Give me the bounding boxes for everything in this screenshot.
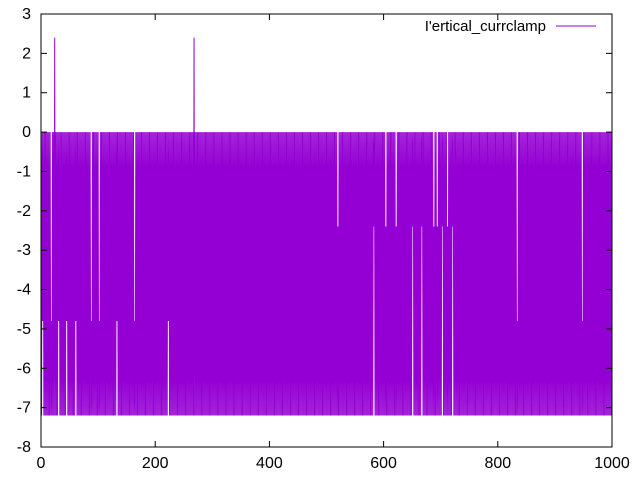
x-tick-label: 0 [37, 455, 46, 472]
series-line [40, 37, 613, 416]
y-tick-label: -2 [17, 203, 31, 220]
legend: I'ertical_currclamp [425, 18, 596, 35]
y-tick-label: 0 [22, 124, 31, 141]
y-tick-label: 1 [22, 85, 31, 102]
y-tick-label: -1 [17, 163, 31, 180]
x-tick-label: 1000 [594, 455, 630, 472]
y-tick-label: -8 [17, 439, 31, 456]
x-tick-label: 600 [370, 455, 397, 472]
x-tick-label: 800 [484, 455, 511, 472]
y-tick-label: -6 [17, 360, 31, 377]
x-tick-label: 400 [256, 455, 283, 472]
y-tick-label: -5 [17, 321, 31, 338]
x-tick-label: 200 [142, 455, 169, 472]
y-axis: 3 2 1 0 -1 -2 -3 -4 -5 -6 -7 -8 [17, 6, 612, 456]
signal-series [40, 37, 613, 416]
legend-label: I'ertical_currclamp [425, 18, 546, 35]
y-tick-label: -7 [17, 400, 31, 417]
x-axis: 0 200 400 600 800 1000 [37, 14, 630, 472]
plot-frame [40, 13, 613, 448]
y-tick-label: 3 [22, 6, 31, 23]
y-tick-label: -4 [17, 282, 31, 299]
y-tick-label: 2 [22, 45, 31, 62]
y-tick-label: -3 [17, 242, 31, 259]
